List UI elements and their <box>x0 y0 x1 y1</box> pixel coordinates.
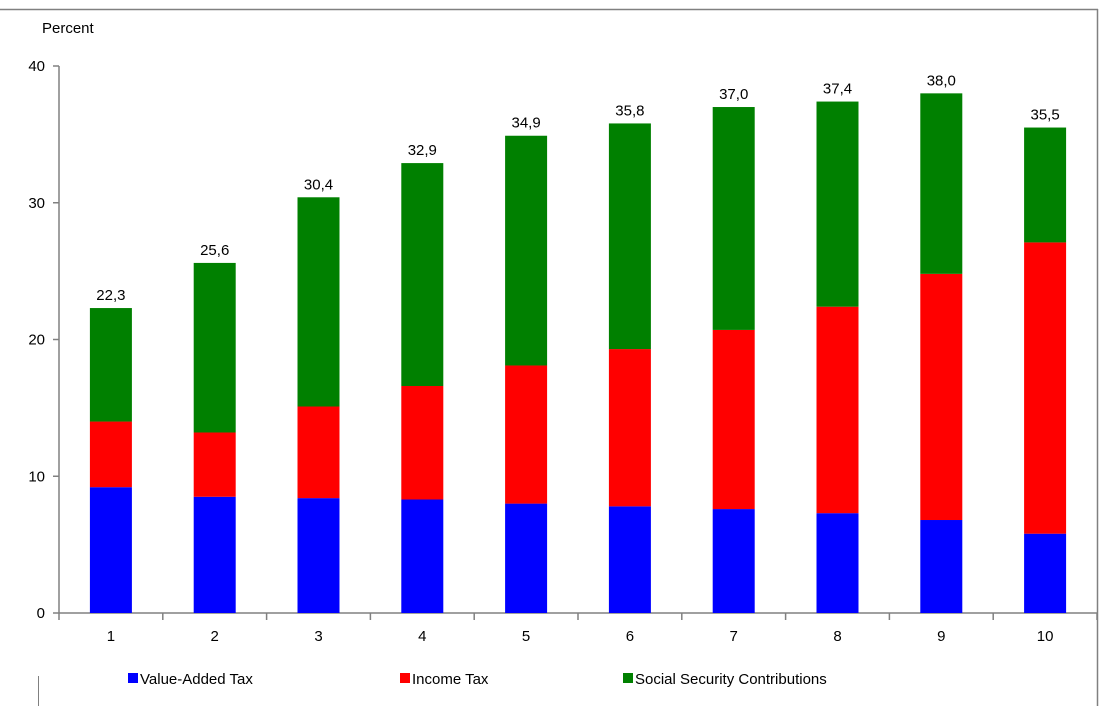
bar-segment <box>712 329 755 510</box>
bar-segment <box>193 496 236 613</box>
x-tick-label: 9 <box>937 628 945 645</box>
legend-label: Income Tax <box>412 671 489 688</box>
bar-segment <box>297 197 340 407</box>
x-tick-label: 1 <box>107 628 115 645</box>
y-tick-label: 20 <box>28 332 45 349</box>
total-label: 32,9 <box>408 142 437 159</box>
y-tick-label: 30 <box>28 195 45 212</box>
bar-segment <box>816 513 859 613</box>
legend: Value-Added Tax Income Tax Social Security… <box>128 671 827 688</box>
bar-segment <box>505 135 548 366</box>
bar-segment <box>1024 127 1067 243</box>
y-tick-label: 10 <box>28 468 45 485</box>
total-label: 37,0 <box>719 86 748 103</box>
bar-segment <box>608 506 651 613</box>
y-tick-label: 0 <box>37 605 45 622</box>
legend-swatch <box>623 673 633 683</box>
legend-swatch <box>400 673 410 683</box>
x-tick-label: 4 <box>418 628 426 645</box>
y-axis-label: Percent <box>42 20 95 37</box>
bar-segment <box>920 520 963 613</box>
bar-segment <box>193 262 236 433</box>
x-tick-label: 2 <box>211 628 219 645</box>
bar-segment <box>89 308 132 422</box>
y-tick-label: 40 <box>28 58 45 75</box>
bar-segment <box>1024 242 1067 534</box>
x-tick-label: 3 <box>314 628 322 645</box>
bar-segment <box>297 498 340 613</box>
x-tick-label: 7 <box>730 628 738 645</box>
total-label: 25,6 <box>200 242 229 259</box>
bar-segment <box>89 421 132 488</box>
legend-label: Value-Added Tax <box>140 671 253 688</box>
bar-segment <box>920 273 963 521</box>
bar-segment <box>816 101 859 307</box>
bar-segment <box>608 123 651 350</box>
x-tick-label: 10 <box>1037 628 1054 645</box>
bar-segment <box>89 487 132 613</box>
bar-segment <box>712 509 755 613</box>
bar-segment <box>193 432 236 497</box>
total-label: 37,4 <box>823 81 852 98</box>
bar-segment <box>712 107 755 330</box>
x-tick-label: 6 <box>626 628 634 645</box>
bar-segment <box>401 163 444 386</box>
bar-segment <box>505 503 548 613</box>
total-labels: 22,3 25,6 30,4 32,9 34,9 35,8 37,0 37,4 38,0 35,5 <box>96 72 1059 304</box>
total-label: 22,3 <box>96 287 125 304</box>
x-tick-label: 8 <box>833 628 841 645</box>
total-label: 34,9 <box>511 115 540 132</box>
total-label: 35,8 <box>615 102 644 119</box>
bar-segment <box>401 385 444 500</box>
bar-segment <box>608 349 651 507</box>
bar-segment <box>505 365 548 504</box>
total-label: 38,0 <box>927 72 956 89</box>
x-tick-label: 5 <box>522 628 530 645</box>
legend-swatch <box>128 673 138 683</box>
bar-segment <box>297 406 340 499</box>
bar-segment <box>816 306 859 514</box>
total-label: 30,4 <box>304 176 333 193</box>
total-label: 35,5 <box>1030 107 1059 124</box>
bar-segment <box>401 499 444 613</box>
bar-segment <box>1024 533 1067 613</box>
bar-segment <box>920 93 963 274</box>
bars <box>89 93 1067 613</box>
legend-label: Social Security Contributions <box>635 671 827 688</box>
